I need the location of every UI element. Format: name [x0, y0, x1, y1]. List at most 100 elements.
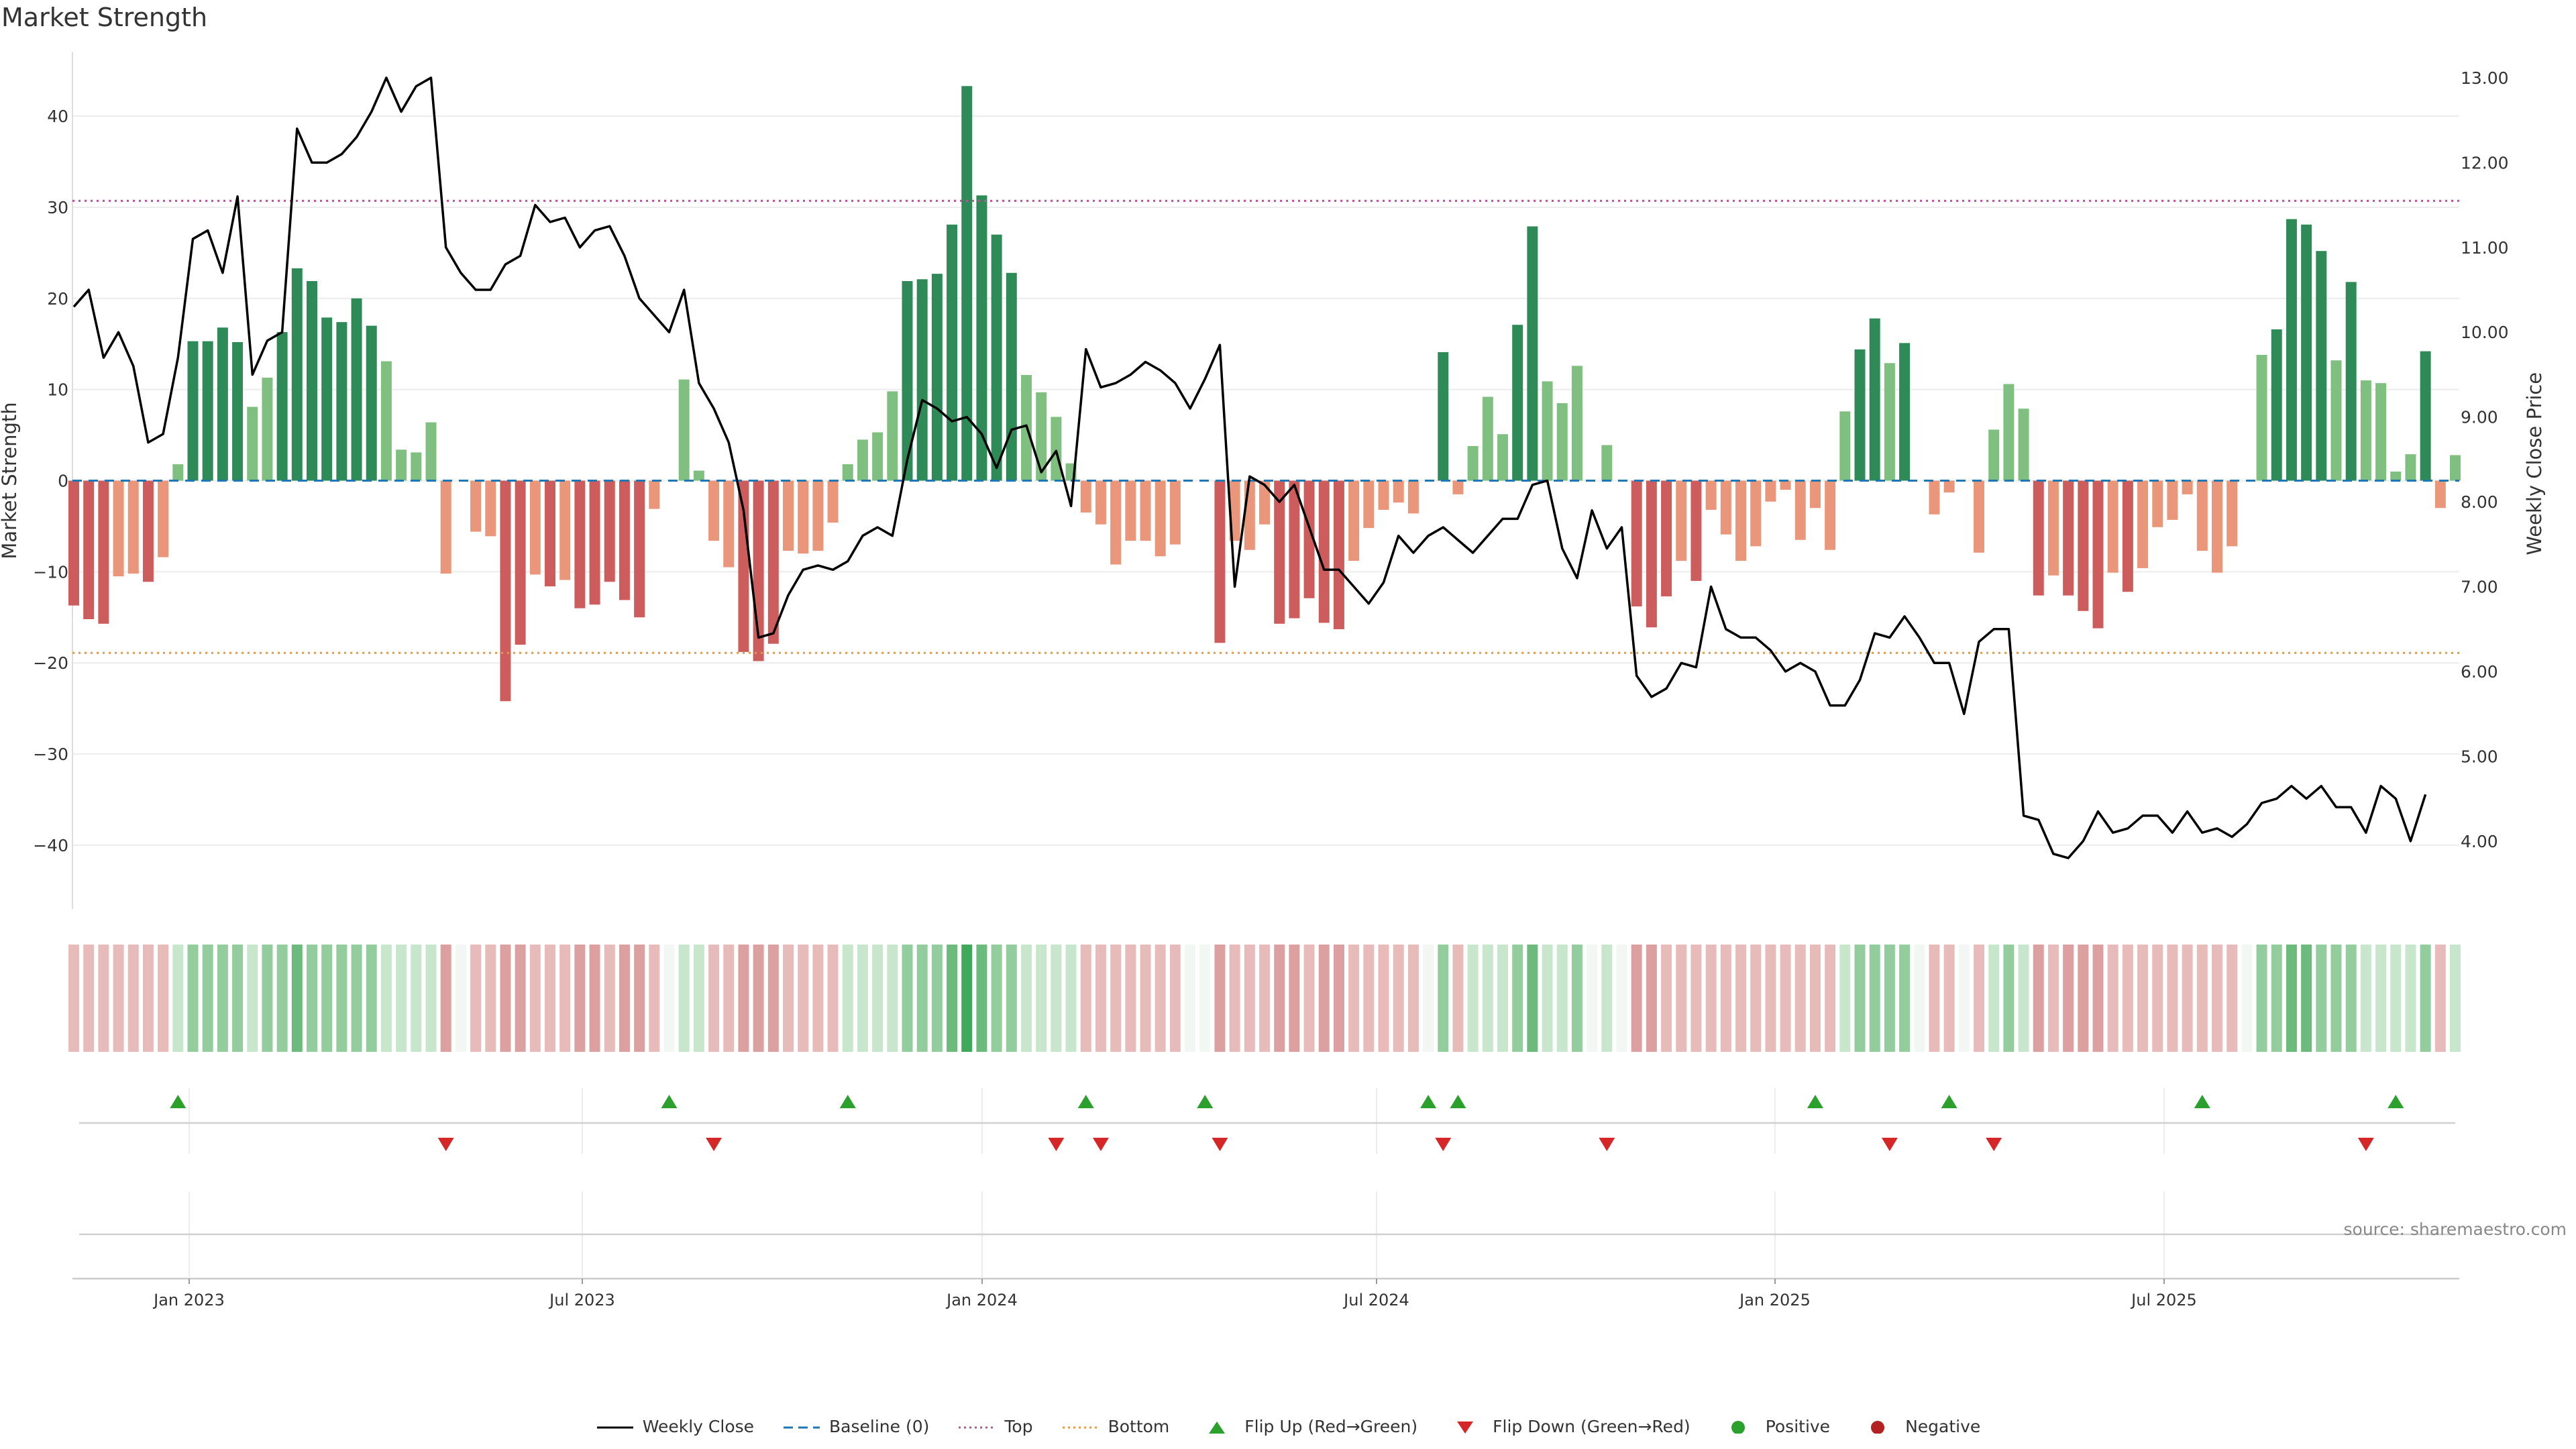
strip-cell	[1303, 945, 1315, 1052]
strength-bar	[545, 480, 555, 587]
strength-bar	[1705, 480, 1717, 510]
strip-cell	[1661, 945, 1672, 1052]
strength-bar	[2434, 480, 2446, 508]
strength-bar	[2212, 480, 2222, 573]
strip-cell	[1169, 945, 1181, 1052]
strip-cell	[1571, 945, 1582, 1052]
strength-bar	[947, 224, 958, 481]
strip-cell	[500, 945, 511, 1052]
strength-bar	[931, 274, 943, 481]
strength-bar	[1438, 352, 1449, 481]
flip-down-marker	[1092, 1138, 1109, 1151]
strip-cell	[1185, 945, 1196, 1052]
strip-cell	[1512, 945, 1523, 1052]
strength-bar	[872, 432, 883, 481]
legend-label: Flip Down (Green→Red)	[1493, 1417, 1690, 1436]
strip-cell	[2420, 945, 2431, 1052]
strength-bar	[202, 341, 213, 481]
strip-cell	[2256, 945, 2267, 1052]
strip-cell	[604, 945, 615, 1052]
strength-bar	[1690, 480, 1702, 581]
strength-bar	[411, 452, 422, 481]
strip-cell	[425, 945, 437, 1052]
strip-cell	[798, 945, 809, 1052]
strength-bar	[1780, 480, 1791, 490]
strength-bar	[2301, 224, 2312, 481]
strength-bar	[842, 464, 853, 481]
strip-cell	[723, 945, 735, 1052]
strength-bar	[1809, 480, 1821, 508]
strength-bar	[380, 361, 392, 481]
strength-bar	[1646, 480, 1657, 628]
legend-item: Flip Down (Green→Red)	[1446, 1417, 1690, 1436]
strip-cell	[380, 945, 392, 1052]
strength-bar	[1571, 366, 1582, 481]
strip-cell	[158, 945, 169, 1052]
strip-cell	[1943, 945, 1955, 1052]
strip-cell	[1646, 945, 1657, 1052]
strip-cell	[1720, 945, 1731, 1052]
strength-bar	[783, 480, 794, 551]
strip-cell	[1899, 945, 1911, 1052]
y-tick-label: −40	[33, 836, 68, 855]
strip-cell	[2047, 945, 2059, 1052]
legend-symbol-triangle-up	[1209, 1421, 1226, 1434]
strip-cell	[2122, 945, 2133, 1052]
strip-cell	[589, 945, 600, 1052]
strength-bar	[2167, 480, 2178, 520]
strip-cell	[247, 945, 258, 1052]
flip-up-marker	[1197, 1095, 1214, 1108]
strip-cell	[336, 945, 347, 1052]
strength-bar	[2375, 383, 2387, 481]
y2-tick-label: 9.00	[2461, 408, 2498, 427]
strength-bar	[812, 480, 824, 551]
strength-bar	[2063, 480, 2074, 596]
strength-bar	[2330, 360, 2342, 481]
flip-up-marker	[2194, 1095, 2210, 1108]
y-tick-label: −20	[33, 653, 68, 673]
strength-bar	[2316, 251, 2327, 481]
y-tick-label: 20	[47, 289, 68, 309]
strength-bar	[2107, 480, 2118, 573]
strip-cell	[2360, 945, 2371, 1052]
strip-cell	[1423, 945, 1434, 1052]
strength-bar	[1303, 480, 1315, 598]
strength-bar	[2122, 480, 2133, 592]
strength-bar	[1348, 480, 1360, 561]
strength-bar	[307, 280, 317, 481]
strip-cell	[1407, 945, 1419, 1052]
strength-bar	[1006, 272, 1017, 481]
strength-bar	[425, 422, 437, 481]
strength-bar	[1735, 480, 1746, 561]
legend-item: Positive	[1719, 1417, 1830, 1436]
strip-cell	[2375, 945, 2387, 1052]
flip-down-marker	[706, 1138, 722, 1151]
flip-up-marker	[1807, 1095, 1823, 1108]
strip-cell	[98, 945, 109, 1052]
strength-bar	[1899, 343, 1911, 481]
strength-bar	[574, 480, 586, 608]
x-tick-label: Jul 2025	[2130, 1291, 2197, 1309]
strip-cell	[1750, 945, 1762, 1052]
strip-cell	[1929, 945, 1940, 1052]
strip-cell	[1036, 945, 1047, 1052]
strip-cell	[887, 945, 898, 1052]
flip-up-marker	[661, 1095, 678, 1108]
y2-axis-label: Weekly Close Price	[2523, 372, 2546, 555]
strength-bar	[2226, 480, 2238, 547]
strength-bar	[2033, 480, 2044, 596]
strength-bar	[2256, 355, 2267, 481]
strength-bar	[2152, 480, 2163, 527]
strip-cell	[529, 945, 541, 1052]
strip-cell	[2226, 945, 2238, 1052]
strip-cell	[515, 945, 526, 1052]
legend-label: Positive	[1765, 1417, 1831, 1436]
strength-bar	[142, 480, 154, 582]
strip-cell	[2241, 945, 2253, 1052]
strip-cell	[1438, 945, 1449, 1052]
strip-cell	[1705, 945, 1717, 1052]
strength-bar	[2450, 455, 2461, 481]
strip-cell	[1080, 945, 1091, 1052]
strength-bar	[1720, 480, 1731, 535]
strip-cell	[916, 945, 928, 1052]
